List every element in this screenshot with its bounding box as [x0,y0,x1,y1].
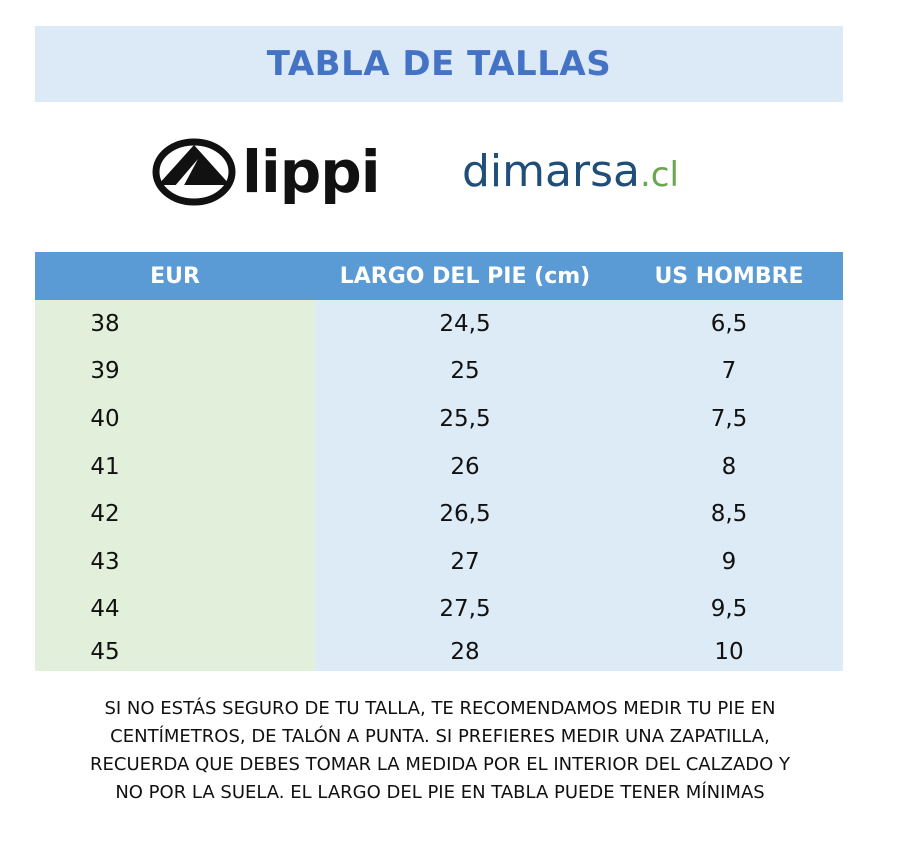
table-row: 43 27 9 [35,538,843,586]
dimarsa-logo: dimarsa .cl [462,146,679,206]
cell-foot-length: 27 [450,548,480,575]
cell-us-men: 8 [721,453,737,480]
size-table: EUR LARGO DEL PIE (cm) US HOMBRE 38 24,5… [35,252,843,672]
eur-column-background [35,300,315,672]
header-foot-length: LARGO DEL PIE (cm) [339,263,591,289]
dimarsa-wordmark: dimarsa [462,146,640,197]
cell-us-men: 10 [714,639,744,666]
cell-foot-length: 26 [450,453,480,480]
table-row: 41 26 8 [35,443,843,491]
table-row: 44 27,5 9,5 [35,586,843,634]
cell-eur: 41 [90,453,120,480]
cell-us-men: 8,5 [710,501,748,528]
dimarsa-tld: .cl [639,155,679,195]
header-eur: EUR [150,263,200,289]
cell-foot-length: 25 [450,358,480,385]
cell-us-men: 9 [721,548,737,575]
cell-foot-length: 28 [450,639,480,666]
lippi-wordmark: lippi [242,138,381,206]
page-title: TABLA DE TALLAS [266,44,612,84]
cell-foot-length: 25,5 [439,405,491,432]
note-line: NO POR LA SUELA. EL LARGO DEL PIE EN TAB… [115,782,765,803]
other-columns-background [315,300,843,672]
table-row: 45 28 10 [35,633,843,671]
cell-eur: 43 [90,548,120,575]
cell-eur: 45 [90,639,120,666]
title-band: TABLA DE TALLAS [35,26,843,102]
cell-us-men: 6,5 [710,310,748,337]
sizing-note: SI NO ESTÁS SEGURO DE TU TALLA, TE RECOM… [40,695,840,807]
cell-foot-length: 26,5 [439,501,491,528]
lippi-mountain-icon [152,138,236,206]
table-row: 39 25 7 [35,348,843,396]
cell-eur: 38 [90,310,120,337]
header-us-men: US HOMBRE [654,263,804,289]
cell-us-men: 7 [721,358,737,385]
note-line: SI NO ESTÁS SEGURO DE TU TALLA, TE RECOM… [104,698,776,719]
cell-eur: 42 [90,501,120,528]
table-row: 40 25,5 7,5 [35,395,843,443]
cell-eur: 44 [90,596,120,623]
cell-foot-length: 27,5 [439,596,491,623]
table-body: 38 24,5 6,5 39 25 7 40 25,5 7,5 41 26 8 … [35,300,843,672]
note-line: RECUERDA QUE DEBES TOMAR LA MEDIDA POR E… [90,754,790,775]
cell-eur: 40 [90,405,120,432]
cell-us-men: 7,5 [710,405,748,432]
table-header: EUR LARGO DEL PIE (cm) US HOMBRE [35,252,843,300]
cell-us-men: 9,5 [710,596,748,623]
cell-foot-length: 24,5 [439,310,491,337]
note-line: CENTÍMETROS, DE TALÓN A PUNTA. SI PREFIE… [110,726,770,747]
table-row: 42 26,5 8,5 [35,490,843,538]
lippi-logo: lippi [152,132,381,212]
cell-eur: 39 [90,358,120,385]
table-row: 38 24,5 6,5 [35,300,843,348]
